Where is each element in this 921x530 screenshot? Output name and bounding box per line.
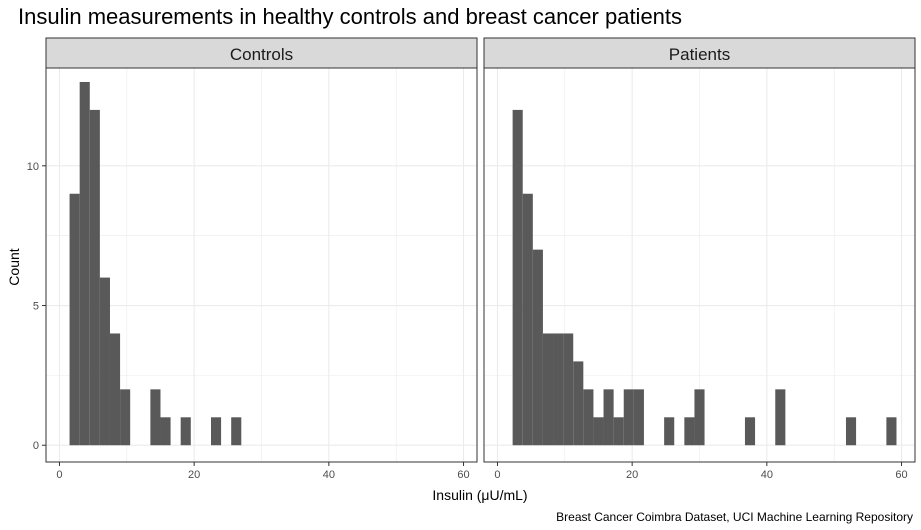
histogram-bar-patients — [623, 389, 634, 446]
histogram-bar-patients — [845, 417, 857, 446]
histogram-bar-controls — [180, 417, 191, 446]
histogram-bar-controls — [69, 193, 80, 446]
x-tick-label: 40 — [761, 469, 773, 481]
histogram-bar-patients — [553, 333, 564, 446]
histogram-bar-patients — [886, 417, 897, 446]
panel-border-patients — [483, 67, 916, 463]
x-tick-label: 0 — [494, 469, 500, 481]
facet-strip-controls — [45, 37, 478, 69]
histogram-bar-controls — [79, 81, 90, 446]
histogram-bar-patients — [603, 389, 614, 446]
y-tick-label: 5 — [33, 301, 39, 313]
facet-label-patients: Patients — [669, 45, 730, 64]
y-tick-label: 10 — [27, 161, 39, 173]
x-tick-label: 20 — [626, 469, 638, 481]
x-tick-label: 20 — [188, 469, 200, 481]
histogram-bar-patients — [664, 417, 675, 446]
histogram-bar-patients — [744, 417, 756, 446]
x-tick-label: 60 — [895, 469, 907, 481]
histogram-bar-patients — [613, 417, 624, 446]
histogram-bar-controls — [89, 109, 100, 446]
histogram-bar-patients — [633, 389, 644, 446]
histogram-bar-patients — [573, 361, 584, 446]
y-tick-label: 0 — [33, 440, 39, 452]
histogram-bar-patients — [583, 389, 594, 446]
histogram-bar-patients — [542, 333, 554, 446]
facet-strip-patients — [483, 37, 916, 69]
y-axis-title: Count — [6, 248, 22, 285]
chart-title: Insulin measurements in healthy controls… — [18, 4, 683, 29]
x-tick-label: 40 — [323, 469, 335, 481]
histogram-bar-patients — [512, 109, 523, 446]
x-tick-label: 0 — [56, 469, 62, 481]
histogram-bar-controls — [210, 417, 222, 446]
histogram-bar-controls — [160, 417, 171, 446]
histogram-bar-patients — [775, 389, 786, 446]
histogram-bar-patients — [593, 417, 604, 446]
histogram-bar-controls — [150, 389, 161, 446]
panel-border-controls — [45, 67, 478, 463]
histogram-bar-controls — [99, 277, 110, 446]
x-tick-label: 60 — [457, 469, 469, 481]
histogram-bar-patients — [684, 417, 695, 446]
histogram-bar-controls — [109, 333, 121, 446]
histogram-bar-controls — [120, 389, 131, 446]
histogram-bar-controls — [231, 417, 242, 446]
x-axis-title: Insulin (μU/mL) — [432, 487, 527, 503]
histogram-bar-patients — [694, 389, 705, 446]
facet-label-controls: Controls — [230, 45, 293, 64]
histogram-bar-patients — [522, 193, 533, 446]
histogram-bar-patients — [563, 333, 574, 446]
histogram-bar-patients — [532, 249, 543, 446]
chart-caption: Breast Cancer Coimbra Dataset, UCI Machi… — [556, 510, 913, 524]
